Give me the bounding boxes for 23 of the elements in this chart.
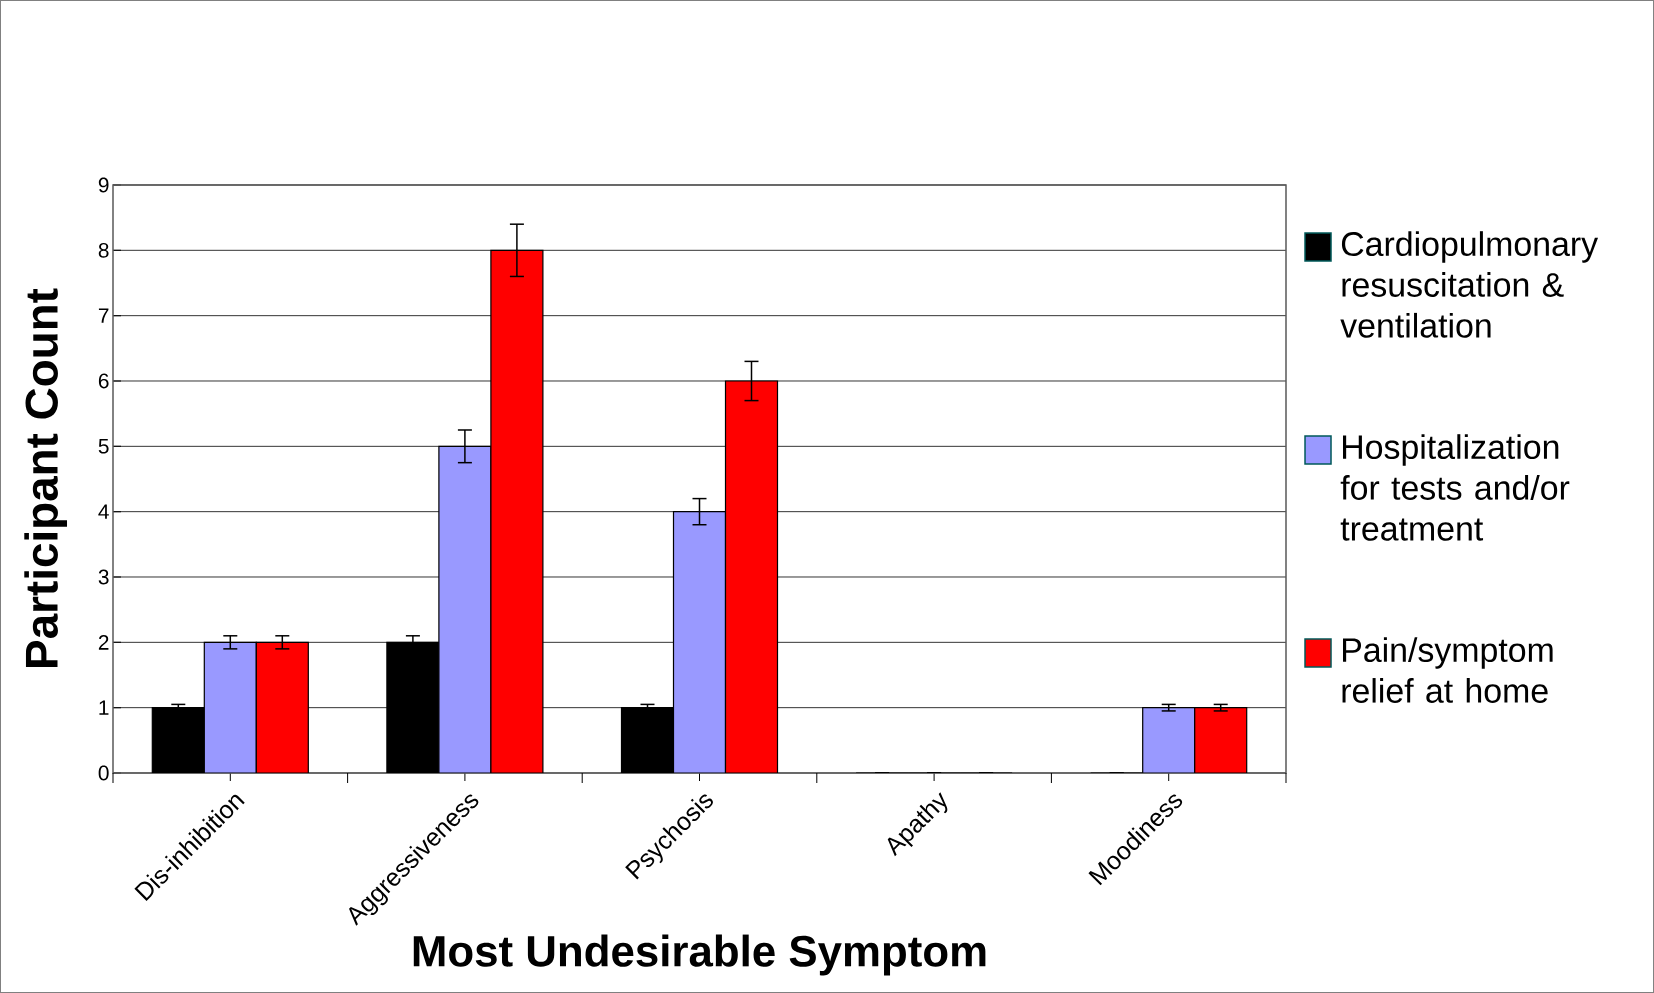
y-tick-label: 6 [98, 373, 109, 389]
y-axis-title: Participant Count [24, 288, 68, 667]
y-tick-label: 4 [98, 504, 109, 519]
legend-label: Hospitalization for tests and/or treatment [1340, 434, 1570, 541]
y-tick-label: 7 [98, 308, 109, 323]
bar [1194, 707, 1248, 773]
bar [203, 641, 257, 773]
legend-label: Pain/symptom relief at home [1342, 637, 1553, 703]
bar [672, 511, 727, 773]
bar [255, 641, 309, 773]
bar [1142, 707, 1196, 773]
y-tick-label: 1 [99, 700, 109, 715]
x-axis-title: Most Undesirable Symptom [413, 934, 986, 976]
y-tick-label: 5 [98, 439, 109, 454]
y-tick-label: 3 [98, 569, 109, 585]
bar [724, 380, 779, 773]
y-tick-label: 2 [98, 635, 109, 650]
bar [438, 445, 492, 773]
y-tick-label: 9 [98, 177, 109, 193]
bar [490, 249, 544, 773]
legend-label: Cardiopulmonary resuscitation & ventilation [1340, 231, 1599, 338]
y-tick-label: 0 [98, 765, 109, 781]
y-tick-label: 8 [98, 242, 109, 258]
